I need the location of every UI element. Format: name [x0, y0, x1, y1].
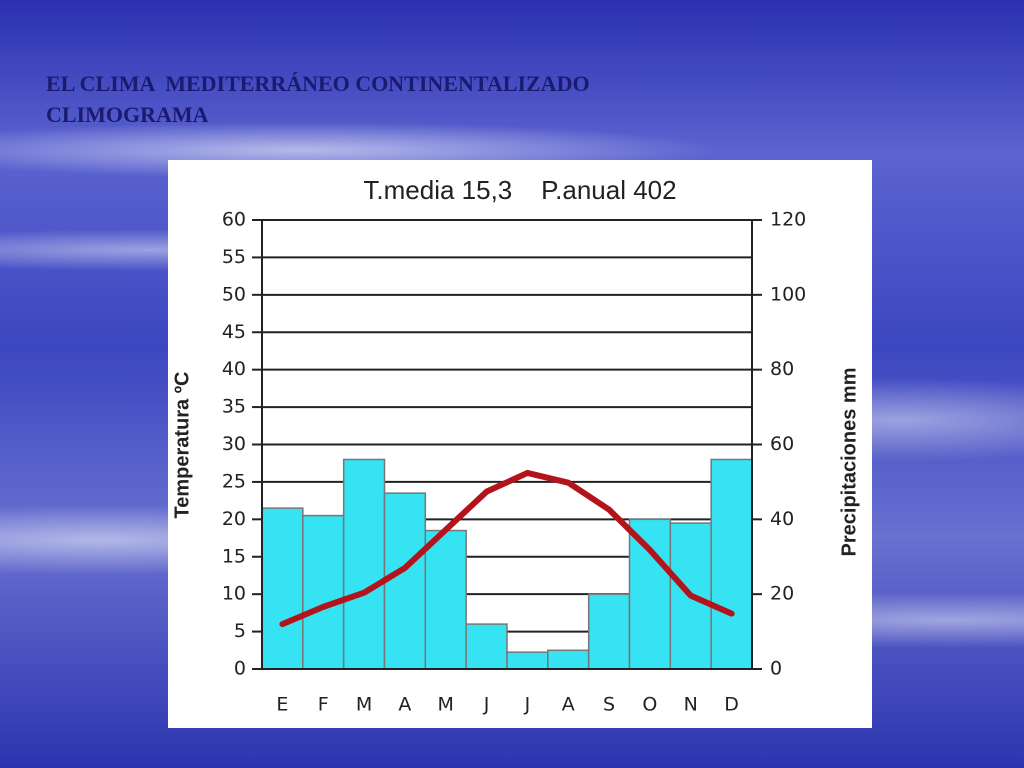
plot-frame — [261, 219, 753, 670]
bar — [302, 514, 345, 670]
x-tick-label: M — [438, 694, 454, 716]
slide-title: EL CLIMA MEDITERRÁNEO CONTINENTALIZADO — [46, 71, 590, 96]
y-tick-label: 30 — [222, 433, 246, 455]
x-tick-label: N — [684, 694, 698, 716]
bar — [342, 458, 386, 670]
y-tick-label: 20 — [222, 508, 246, 530]
bar — [547, 649, 590, 670]
y2-tick-label: 20 — [770, 583, 794, 605]
y2-tick-label: 100 — [770, 283, 806, 305]
y-tick-label: 45 — [222, 321, 246, 343]
bar — [383, 492, 427, 670]
y2-tick-label: 80 — [770, 358, 794, 380]
y-tick-label: 15 — [222, 545, 246, 567]
bar — [261, 507, 304, 670]
y-tick-label: 35 — [222, 396, 246, 418]
y2-tick-label: 0 — [770, 658, 782, 680]
x-tick-label: F — [318, 694, 329, 716]
slide-subtitle: CLIMOGRAMA — [46, 102, 209, 127]
y-tick-label: 40 — [222, 358, 246, 380]
bar — [506, 651, 549, 670]
temperature-line — [279, 469, 735, 628]
y-tick-label: 50 — [222, 283, 246, 305]
y-tick-label: 55 — [222, 246, 246, 268]
bar — [710, 458, 753, 670]
x-tick-label: E — [276, 694, 288, 716]
y2-tick-label: 60 — [770, 433, 794, 455]
y-tick-label: 5 — [234, 620, 246, 642]
bar — [587, 593, 631, 670]
y-tick-label: 10 — [222, 583, 246, 605]
x-tick-label: O — [642, 694, 657, 716]
x-tick-label: S — [603, 694, 615, 716]
x-tick-label: J — [524, 694, 531, 716]
bar — [628, 518, 672, 670]
y2-axis-label: Precipitaciones mm — [838, 368, 860, 557]
x-tick-label: A — [562, 694, 575, 716]
y-tick-label: 0 — [234, 658, 246, 680]
x-tick-label: M — [356, 694, 372, 716]
y2-tick-label: 40 — [770, 508, 794, 530]
bar — [424, 529, 467, 670]
bar — [465, 623, 508, 670]
y-tick-label: 25 — [222, 470, 246, 492]
chart-title: T.media 15,3 P.anual 402 — [363, 175, 676, 205]
y-tick-label: 60 — [222, 209, 246, 231]
x-tick-label: J — [483, 694, 490, 716]
y-axis-label: Temperatura ºC — [171, 372, 193, 519]
x-tick-label: D — [724, 694, 739, 716]
x-tick-label: A — [398, 694, 411, 716]
y2-tick-label: 120 — [770, 209, 806, 231]
